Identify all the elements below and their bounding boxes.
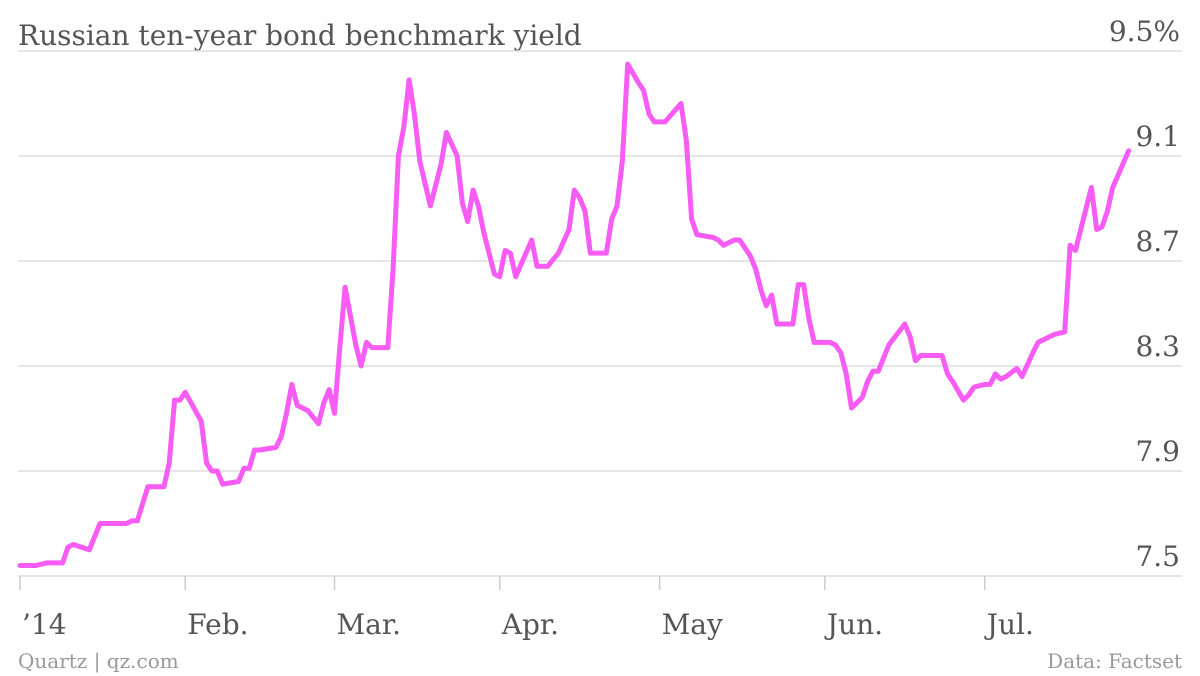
source: Data: Factset — [1047, 649, 1182, 673]
y-tick-label: 9.1 — [1135, 120, 1180, 153]
y-tick-label: 9.5% — [1109, 15, 1180, 48]
x-tick-label: Apr. — [501, 608, 559, 641]
y-tick-label: 8.7 — [1135, 225, 1180, 258]
y-tick-label: 7.9 — [1135, 435, 1180, 468]
y-tick-label: 8.3 — [1135, 330, 1180, 363]
x-tick-label: ’14 — [22, 608, 67, 641]
credit: Quartz | qz.com — [18, 649, 179, 674]
line — [17, 61, 1132, 568]
x-tick-label: Mar. — [336, 608, 401, 641]
x-tick-label: May — [662, 608, 723, 641]
x-tick-label: Feb. — [187, 608, 248, 641]
y-tick-label: 7.5 — [1135, 540, 1180, 573]
x-tick-label: Jun. — [824, 608, 883, 641]
x-tick-label: Jul. — [984, 608, 1034, 641]
chart-title: Russian ten-year bond benchmark yield — [18, 19, 582, 52]
